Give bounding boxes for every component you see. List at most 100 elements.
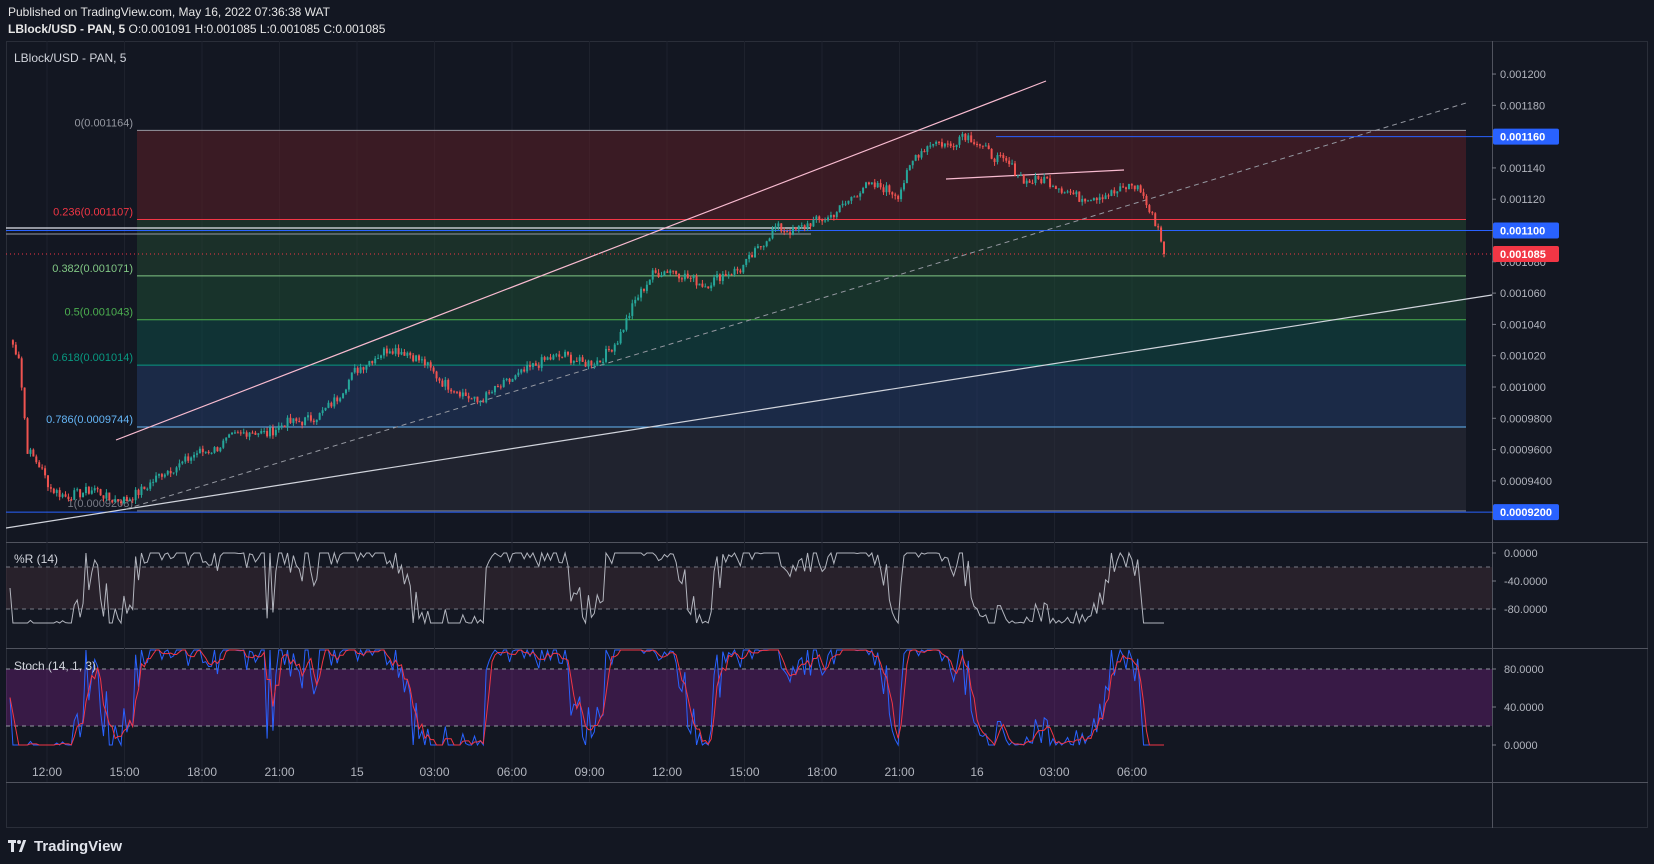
- candle-body: [114, 499, 117, 503]
- candle-body: [169, 470, 172, 474]
- candle-body: [1046, 177, 1049, 179]
- candle-body: [908, 165, 911, 171]
- candle-body: [90, 490, 93, 494]
- candle-body: [61, 494, 64, 497]
- candle-body: [374, 358, 377, 364]
- candle-body: [415, 355, 418, 362]
- candle-body: [1019, 175, 1022, 177]
- candle-body: [1040, 178, 1043, 184]
- candle-body: [537, 365, 540, 368]
- candle-body: [64, 494, 67, 497]
- price-axis[interactable]: 0.001200 0.001180 0.001160 0.001140 0.001120…: [1492, 69, 1559, 521]
- candle-body: [704, 286, 707, 288]
- candle-body: [280, 425, 283, 427]
- candle-body: [695, 275, 698, 286]
- tradingview-branding[interactable]: TradingView: [8, 836, 122, 856]
- candle-body: [663, 271, 666, 276]
- candle-body: [105, 492, 108, 499]
- candle-body: [292, 418, 295, 423]
- fibonacci-retracement[interactable]: 0(0.001164) 0.236(0.001107) 0.382(0.001071…: [46, 117, 1466, 512]
- ohlc-values: O:0.001091 H:0.001085 L:0.001085 C:0.001…: [128, 22, 386, 36]
- candle-body: [330, 402, 333, 407]
- candle-body: [534, 363, 537, 366]
- candle-body: [1072, 192, 1075, 195]
- candle-body: [117, 499, 120, 502]
- candle-body: [406, 352, 409, 356]
- price-tick-label: 0.001180: [1500, 100, 1545, 112]
- candle-body: [873, 182, 876, 188]
- candle-body: [122, 496, 125, 504]
- candle-body: [35, 456, 38, 463]
- candle-body: [859, 193, 862, 197]
- candle-body: [1125, 187, 1128, 190]
- tradingview-logo-icon: [8, 840, 28, 852]
- candle-body: [333, 397, 336, 407]
- candle-body: [76, 489, 79, 491]
- candle-body: [67, 496, 70, 500]
- candle-body: [184, 456, 187, 462]
- chart-canvas[interactable]: 0(0.001164) 0.236(0.001107) 0.382(0.001071…: [6, 41, 1648, 828]
- candle-body: [444, 379, 447, 387]
- chart-header: Published on TradingView.com, May 16, 20…: [8, 4, 385, 38]
- candle-body: [84, 486, 87, 494]
- candle-body: [569, 354, 572, 363]
- candle-body: [193, 454, 196, 458]
- drawings-layer: [6, 80, 1492, 529]
- candle-body: [1025, 180, 1028, 184]
- candle-body: [143, 486, 146, 490]
- candle-body: [125, 496, 128, 502]
- candle-body: [438, 378, 441, 381]
- candle-body: [768, 238, 771, 242]
- candle-body: [891, 192, 894, 195]
- candle-body: [786, 231, 789, 233]
- time-tick-label: 03:00: [419, 765, 449, 779]
- candle-body: [824, 220, 827, 222]
- candle-body: [850, 197, 853, 201]
- candle-body: [634, 299, 637, 304]
- candle-body: [549, 357, 552, 360]
- candle-body: [1078, 191, 1081, 202]
- candle-body: [619, 331, 622, 344]
- candle-body: [96, 488, 99, 490]
- candle-body: [1016, 175, 1019, 177]
- candle-body: [669, 270, 672, 273]
- candle-body: [222, 440, 225, 448]
- candle-body: [359, 367, 362, 373]
- candle-body: [1057, 188, 1060, 190]
- symbol-line: LBlock/USD - PAN, 5: [8, 22, 126, 36]
- price-badge: [1493, 128, 1559, 145]
- candle-body: [1054, 186, 1057, 189]
- candle-body: [210, 452, 213, 454]
- candle-body: [344, 389, 347, 394]
- candle-body: [724, 273, 727, 276]
- candle-body: [1098, 197, 1101, 201]
- candle-body: [493, 385, 496, 393]
- candle-body: [295, 418, 298, 422]
- candle-body: [999, 155, 1002, 157]
- fib-level-label: 0.786(0.0009744): [46, 414, 133, 426]
- candle-body: [628, 315, 631, 319]
- candle-body: [1087, 200, 1090, 202]
- candle-body: [20, 358, 23, 388]
- candle-body: [733, 268, 736, 275]
- time-axis[interactable]: 12:00 15:00 18:00 21:00 15 03:00 06:00 09:00 12:…: [32, 765, 1147, 779]
- candle-body: [1084, 198, 1087, 202]
- candle-body: [204, 451, 207, 453]
- candle-body: [683, 273, 686, 280]
- candle-body: [58, 490, 61, 497]
- candle-body: [990, 148, 993, 159]
- candle-body: [590, 360, 593, 366]
- candle-body: [827, 217, 830, 221]
- price-tick-label: 0.001060: [1500, 288, 1546, 300]
- candle-body: [680, 278, 683, 280]
- candle-body: [49, 487, 52, 489]
- candle-body: [213, 447, 216, 453]
- candle-body: [645, 284, 648, 291]
- candle-body: [397, 348, 400, 355]
- candle-body: [163, 474, 166, 477]
- candle-body: [710, 285, 713, 289]
- candle-body: [455, 391, 458, 393]
- candle-body: [1022, 175, 1025, 184]
- fib-zone: [137, 319, 1466, 366]
- candle-body: [251, 432, 254, 434]
